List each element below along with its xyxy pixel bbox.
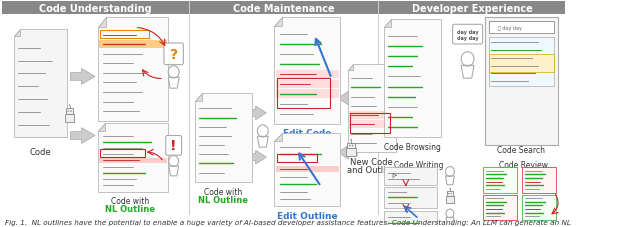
FancyBboxPatch shape [452,25,483,45]
Bar [489,54,554,72]
Circle shape [449,188,451,189]
Text: Edit Code: Edit Code [283,128,331,137]
Text: Code with: Code with [204,187,242,196]
Polygon shape [14,30,67,138]
Bar [100,150,145,158]
Text: Code: Code [29,148,51,157]
Polygon shape [338,92,357,106]
Bar [489,38,554,87]
Bar [346,149,356,156]
Bar [99,158,166,163]
Text: Fig. 1.  NL outlines have the potential to enable a huge variety of AI-based dev: Fig. 1. NL outlines have the potential t… [5,219,571,225]
Polygon shape [70,128,95,144]
Polygon shape [348,64,353,71]
Polygon shape [14,30,20,37]
Text: Code Maintenance: Code Maintenance [233,4,335,14]
FancyBboxPatch shape [164,44,184,65]
Polygon shape [275,18,340,124]
Text: 🔍 day day: 🔍 day day [498,26,522,31]
Bar [349,111,395,119]
Bar [100,31,149,39]
Polygon shape [384,20,441,138]
Bar [277,79,330,109]
Polygon shape [247,151,266,164]
Polygon shape [275,133,340,206]
Text: New Code: New Code [350,158,393,166]
Bar [348,143,355,149]
Polygon shape [275,133,282,142]
Text: NL Outline: NL Outline [106,205,156,213]
Text: and Outline: and Outline [347,165,396,174]
Bar [1,2,189,15]
Text: Edit Outline: Edit Outline [276,211,337,220]
Bar [276,70,339,79]
Bar [522,195,556,220]
Polygon shape [275,18,282,27]
Text: Code with: Code with [111,197,150,206]
Circle shape [67,111,69,112]
Circle shape [349,145,350,147]
Text: Code Writing: Code Writing [394,160,444,169]
Polygon shape [348,64,396,153]
Bar [65,114,74,122]
Bar [483,167,517,193]
Text: NL Outline: NL Outline [198,195,248,204]
Bar [447,191,453,196]
Bar [483,195,517,220]
Polygon shape [98,123,105,131]
Text: Code Browsing: Code Browsing [383,143,440,152]
Bar [191,2,378,15]
Polygon shape [98,123,168,192]
Polygon shape [98,18,168,121]
Bar [384,187,436,208]
Circle shape [448,193,449,194]
Bar [276,80,339,89]
Polygon shape [195,94,252,182]
Text: Summary: Summary [108,134,153,143]
Polygon shape [338,146,357,159]
Polygon shape [98,18,106,28]
Bar [384,211,436,227]
Text: Code with: Code with [111,126,150,135]
Text: ?: ? [170,48,178,62]
Circle shape [70,111,72,112]
Bar [66,109,74,114]
Polygon shape [70,69,95,85]
Bar [349,121,395,128]
Polygon shape [384,20,390,28]
Circle shape [350,139,352,141]
Text: day day
day day: day day day day [457,30,478,40]
Text: Code Review: Code Review [499,160,548,169]
Bar [380,2,564,15]
Text: Code Understanding: Code Understanding [39,4,152,14]
Bar [445,196,454,203]
Polygon shape [195,94,202,101]
Bar [276,90,339,99]
Bar [276,166,339,173]
Bar [350,113,390,133]
Circle shape [352,145,353,147]
Text: !: ! [170,139,177,153]
Text: |>: |> [391,171,397,177]
Circle shape [69,105,70,106]
Bar [522,167,556,193]
Text: Code Search: Code Search [497,146,545,155]
Bar [485,18,557,146]
Bar [384,167,436,185]
Polygon shape [247,106,266,120]
Bar [277,155,317,162]
Circle shape [451,193,452,194]
Text: Developer Experience: Developer Experience [412,4,532,14]
FancyBboxPatch shape [166,136,182,155]
Bar [489,22,554,34]
Bar [99,41,166,49]
